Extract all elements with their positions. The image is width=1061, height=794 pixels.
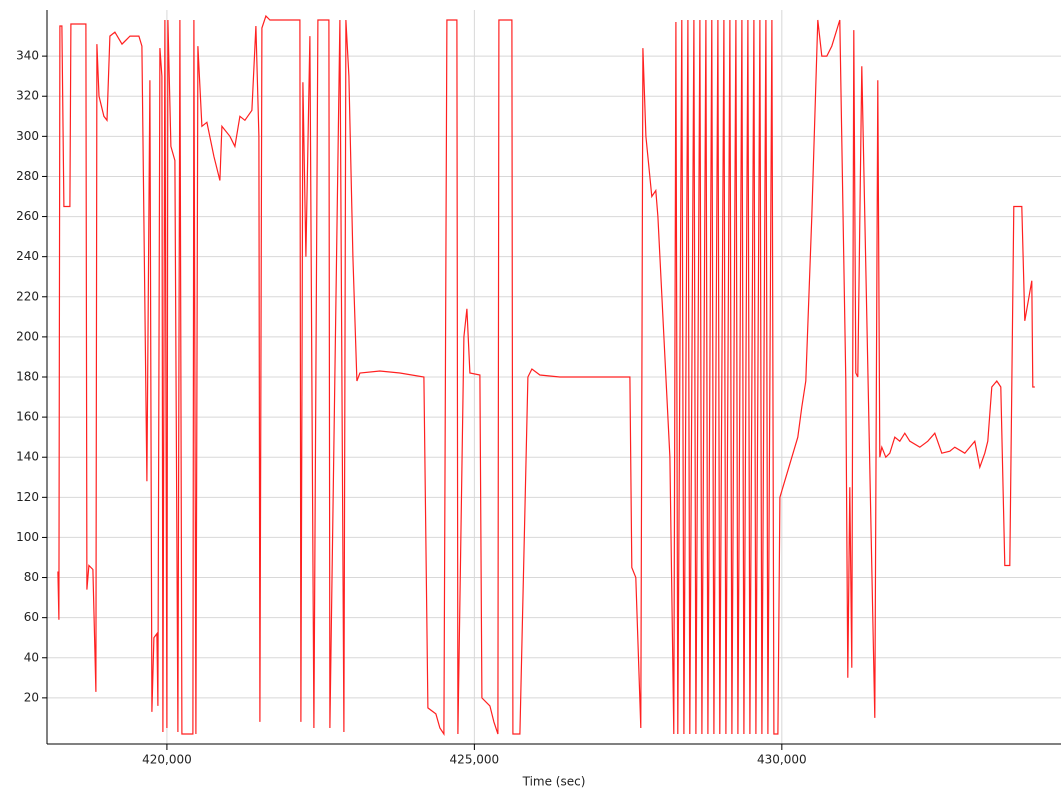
y-tick-label: 340 bbox=[16, 49, 39, 63]
y-tick-label: 240 bbox=[16, 249, 39, 263]
y-tick-label: 120 bbox=[16, 490, 39, 504]
y-tick-label: 180 bbox=[16, 370, 39, 384]
x-tick-label: 430,000 bbox=[757, 753, 807, 767]
y-tick-label: 280 bbox=[16, 169, 39, 183]
y-tick-label: 140 bbox=[16, 450, 39, 464]
y-tick-label: 300 bbox=[16, 129, 39, 143]
y-tick-label: 160 bbox=[16, 410, 39, 424]
y-tick-label: 80 bbox=[24, 570, 39, 584]
data-line bbox=[57, 14, 1035, 736]
y-tick-label: 220 bbox=[16, 289, 39, 303]
y-tick-label: 100 bbox=[16, 530, 39, 544]
x-tick-label: 420,000 bbox=[142, 753, 192, 767]
x-tick-label: 425,000 bbox=[450, 753, 500, 767]
x-axis-title: Time (sec) bbox=[522, 775, 586, 789]
y-tick-label: 60 bbox=[24, 610, 39, 624]
y-tick-label: 200 bbox=[16, 329, 39, 343]
y-tick-label: 260 bbox=[16, 209, 39, 223]
y-tick-label: 40 bbox=[24, 650, 39, 664]
y-tick-label: 320 bbox=[16, 89, 39, 103]
y-tick-label: 20 bbox=[24, 690, 39, 704]
